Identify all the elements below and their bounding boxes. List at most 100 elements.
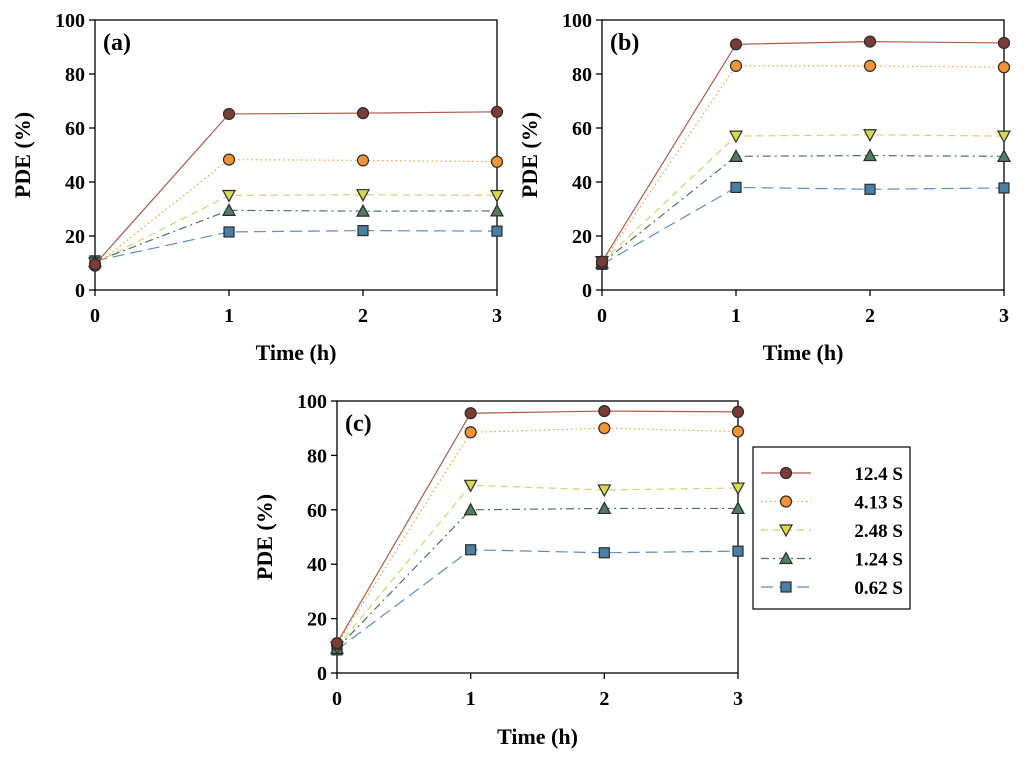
plot-frame <box>94 19 498 291</box>
series-line <box>94 229 498 262</box>
x-tick-label: 3 <box>492 305 502 327</box>
data-point <box>464 407 477 420</box>
series-line <box>601 154 1005 264</box>
data-point <box>463 502 478 516</box>
legend-box <box>752 446 911 610</box>
chart-panel-a: 0 20 40 60 80 100 0 1 2 3 Time (h) PDE (%) (a) <box>10 10 505 365</box>
legend-marker <box>780 581 792 593</box>
y-axis-title: PDE (%) <box>252 494 277 580</box>
data-point <box>463 479 478 493</box>
series-line <box>601 186 1005 265</box>
data-point <box>731 405 745 418</box>
x-axis-title: Time (h) <box>256 340 337 365</box>
x-tick-label: 1 <box>466 688 476 710</box>
y-tick-label: 40 <box>65 172 85 194</box>
data-point <box>489 189 505 203</box>
data-point <box>729 59 743 73</box>
y-tick-label: 60 <box>307 500 327 522</box>
y-tick-label: 80 <box>65 64 85 86</box>
data-point <box>598 404 611 418</box>
series-4.13-S <box>595 59 1011 270</box>
data-point <box>598 422 611 435</box>
y-tick-label: 80 <box>307 445 327 467</box>
data-point <box>88 258 102 271</box>
series-line <box>601 134 1005 263</box>
data-point <box>730 501 746 515</box>
y-tick-label: 20 <box>307 609 327 631</box>
legend-marker <box>778 524 794 538</box>
data-point <box>597 484 612 498</box>
data-point <box>598 547 610 559</box>
data-point <box>355 203 371 217</box>
series-line <box>336 549 739 651</box>
x-tick-label: 3 <box>999 305 1009 327</box>
series-line <box>94 209 498 263</box>
legend-label: 4.13 S <box>854 493 903 514</box>
y-tick-label: 40 <box>572 172 592 194</box>
data-point <box>729 38 743 51</box>
y-tick-label: 100 <box>55 10 85 32</box>
data-point <box>221 203 237 216</box>
data-point <box>222 107 236 121</box>
panel-label: (b) <box>610 30 639 56</box>
series-2.48-S <box>329 479 746 655</box>
data-point <box>357 225 369 237</box>
series-12.4-S <box>330 404 745 650</box>
plot-frame <box>336 400 739 674</box>
chart-panel-b: 0 20 40 60 80 100 0 1 2 3 Time (h) PDE (%) (b) <box>517 10 1012 365</box>
data-point <box>330 636 344 650</box>
data-point <box>491 225 503 237</box>
data-point <box>996 149 1012 162</box>
data-point <box>728 149 744 162</box>
data-point <box>863 35 877 48</box>
chart-panel-c: 0 20 40 60 80 100 0 1 2 3 Time (h) PDE (%) (c) <box>252 391 746 749</box>
legend-label: 12.4 S <box>854 464 903 485</box>
y-tick-label: 60 <box>65 118 85 140</box>
legend-marker <box>779 466 793 480</box>
y-tick-label: 80 <box>572 64 592 86</box>
data-point <box>464 426 477 439</box>
data-point <box>728 130 744 144</box>
x-tick-label: 3 <box>733 688 743 710</box>
series-12.4-S <box>88 105 504 271</box>
data-point <box>997 36 1011 50</box>
data-point <box>355 189 371 202</box>
y-tick-label: 0 <box>75 280 85 302</box>
data-point <box>998 182 1010 194</box>
y-axis-title: PDE (%) <box>10 112 35 198</box>
data-point <box>223 226 235 238</box>
series-2.48-S <box>594 129 1012 269</box>
series-line <box>336 410 739 644</box>
data-point <box>862 148 878 162</box>
data-point <box>862 129 878 143</box>
series-line <box>94 158 498 267</box>
y-axis-title: PDE (%) <box>517 112 542 198</box>
data-point <box>222 153 236 166</box>
legend-marker <box>779 495 793 508</box>
x-tick-label: 1 <box>224 305 234 327</box>
series-0.62-S <box>89 225 503 267</box>
data-point <box>356 154 370 167</box>
y-tick-label: 40 <box>307 554 327 576</box>
y-tick-label: 100 <box>297 391 327 413</box>
data-point <box>595 255 609 268</box>
data-point <box>732 545 744 557</box>
series-line <box>336 507 738 649</box>
x-tick-label: 0 <box>332 688 342 710</box>
x-tick-label: 0 <box>90 305 100 327</box>
y-tick-label: 0 <box>582 280 592 302</box>
data-point <box>997 61 1011 74</box>
series-4.13-S <box>330 422 745 651</box>
series-line <box>336 484 739 648</box>
data-point <box>465 544 477 556</box>
data-point <box>863 59 877 73</box>
y-tick-label: 20 <box>572 226 592 248</box>
series-4.13-S <box>88 153 504 272</box>
series-line <box>94 194 498 264</box>
series-line <box>336 427 739 645</box>
data-point <box>489 203 505 217</box>
y-tick-label: 60 <box>572 118 592 140</box>
x-axis-title: Time (h) <box>497 724 578 749</box>
x-tick-label: 2 <box>865 305 875 327</box>
x-tick-label: 2 <box>358 305 368 327</box>
